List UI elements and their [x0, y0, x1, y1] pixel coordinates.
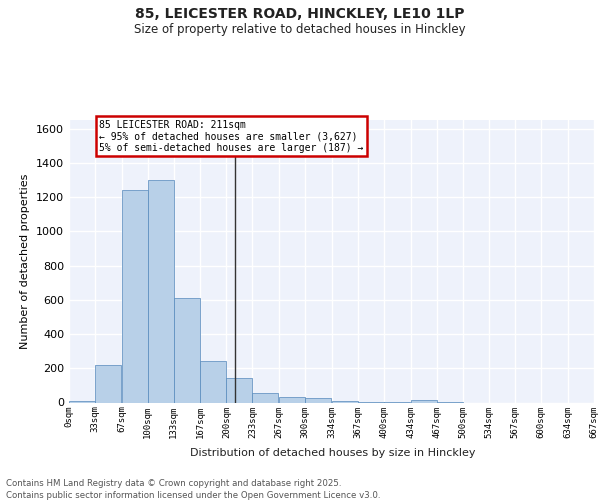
Text: Distribution of detached houses by size in Hinckley: Distribution of detached houses by size …	[190, 448, 476, 458]
Bar	[173, 298, 200, 403]
Bar	[148, 180, 173, 402]
Bar	[95, 365, 121, 403]
Bar	[226, 378, 253, 402]
Bar	[69, 401, 95, 402]
Bar	[279, 398, 305, 402]
Bar	[253, 393, 278, 402]
Y-axis label: Number of detached properties: Number of detached properties	[20, 174, 31, 349]
Text: Contains public sector information licensed under the Open Government Licence v3: Contains public sector information licen…	[6, 491, 380, 500]
Text: 85, LEICESTER ROAD, HINCKLEY, LE10 1LP: 85, LEICESTER ROAD, HINCKLEY, LE10 1LP	[135, 8, 465, 22]
Text: Size of property relative to detached houses in Hinckley: Size of property relative to detached ho…	[134, 22, 466, 36]
Text: 85 LEICESTER ROAD: 211sqm
← 95% of detached houses are smaller (3,627)
5% of sem: 85 LEICESTER ROAD: 211sqm ← 95% of detac…	[99, 120, 363, 153]
Text: Contains HM Land Registry data © Crown copyright and database right 2025.: Contains HM Land Registry data © Crown c…	[6, 479, 341, 488]
Bar	[332, 401, 358, 402]
Bar	[122, 190, 148, 402]
Bar	[410, 400, 437, 402]
Bar	[305, 398, 331, 402]
Bar	[200, 362, 226, 403]
